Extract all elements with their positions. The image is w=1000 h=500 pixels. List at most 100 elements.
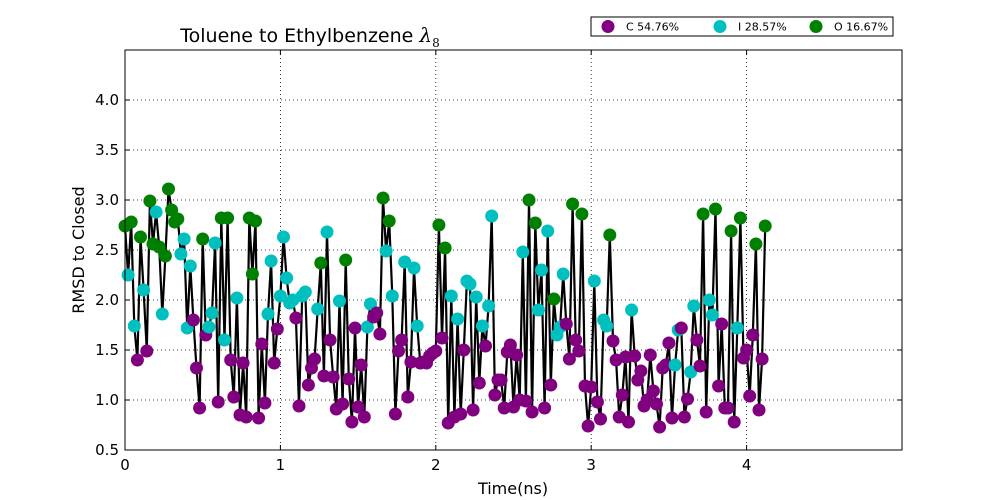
data-point [252,411,266,425]
data-point [407,261,421,275]
data-point [143,194,157,208]
y-tick-label: 3.5 [95,141,119,159]
y-tick-label: 3.0 [95,191,119,209]
data-point [547,292,561,306]
data-point [224,353,238,367]
data-point [270,322,284,336]
data-point [208,236,222,250]
data-point [510,348,524,362]
x-tick-label: 4 [742,456,752,474]
data-point [730,321,744,335]
data-point [196,232,210,246]
data-point [140,344,154,358]
data-point [715,317,729,331]
data-point [348,321,362,335]
data-point [357,410,371,424]
data-point [628,349,642,363]
data-point [137,283,151,297]
y-tick-label: 2.5 [95,241,119,259]
data-point [475,319,489,333]
data-point [758,219,772,233]
data-point [134,230,147,244]
data-point [360,320,374,334]
data-point [538,401,552,415]
data-point [261,307,275,321]
y-axis-label: RMSD to Closed [69,186,88,313]
data-point [485,209,499,223]
data-point [239,410,253,424]
data-point [376,191,390,205]
data-point [124,215,138,229]
data-point [572,344,586,358]
data-point [392,344,405,358]
data-point [127,319,141,333]
data-point [488,388,502,402]
data-point [227,390,241,404]
data-point [482,299,496,313]
data-point [245,267,259,281]
data-point [650,397,663,411]
data-point [665,411,679,425]
data-point [684,365,698,379]
data-point [158,249,172,263]
data-point [162,182,175,196]
data-point [625,303,639,317]
data-point [566,197,580,211]
data-point [183,259,197,273]
data-point [590,395,604,409]
x-tick-label: 3 [586,456,596,474]
data-point [401,390,415,404]
legend-marker [713,20,727,33]
data-point [662,336,676,350]
data-point [311,302,325,316]
data-point [559,317,573,331]
data-point [528,216,542,230]
state-markers [118,182,772,434]
data-point [258,396,272,410]
data-point [280,271,294,285]
y-tick-label: 4.0 [95,91,119,109]
data-point [249,214,262,228]
data-point [541,224,555,238]
data-point [724,224,738,238]
data-point [709,202,722,216]
data-point [659,358,673,372]
data-point [218,333,231,347]
data-point [211,395,225,409]
x-tick-label: 1 [276,456,286,474]
data-point [273,289,287,303]
data-point [681,392,694,406]
data-point [177,232,191,246]
data-point [230,291,244,305]
data-point [385,289,399,303]
data-point [292,399,306,413]
data-point [277,230,290,244]
data-point [696,207,710,221]
chart-title: Toluene to Ethylbenzene λ8 [179,23,439,50]
data-point [308,352,322,366]
data-point [289,311,303,325]
axis-ticks: 0 1 2 3 4 0.5 1.0 1.5 2.0 2.5 3.0 3.5 4.0 [95,50,902,474]
data-point [556,267,570,281]
data-point [749,237,763,251]
data-point [193,401,207,415]
data-point [712,379,726,393]
data-point [255,337,269,351]
x-tick-label: 2 [431,456,441,474]
data-point [522,193,536,207]
data-point [466,403,480,417]
data-point [575,207,589,221]
data-point [463,277,477,291]
data-point [186,313,200,327]
data-point [388,407,402,421]
data-point [354,358,368,372]
data-point [174,247,188,261]
data-point [646,384,660,398]
y-tick-label: 2.0 [95,291,119,309]
x-axis-label: Time(ns) [477,479,548,498]
data-point [562,352,576,366]
data-point [569,333,583,347]
data-point [479,339,492,353]
data-point [345,415,359,429]
